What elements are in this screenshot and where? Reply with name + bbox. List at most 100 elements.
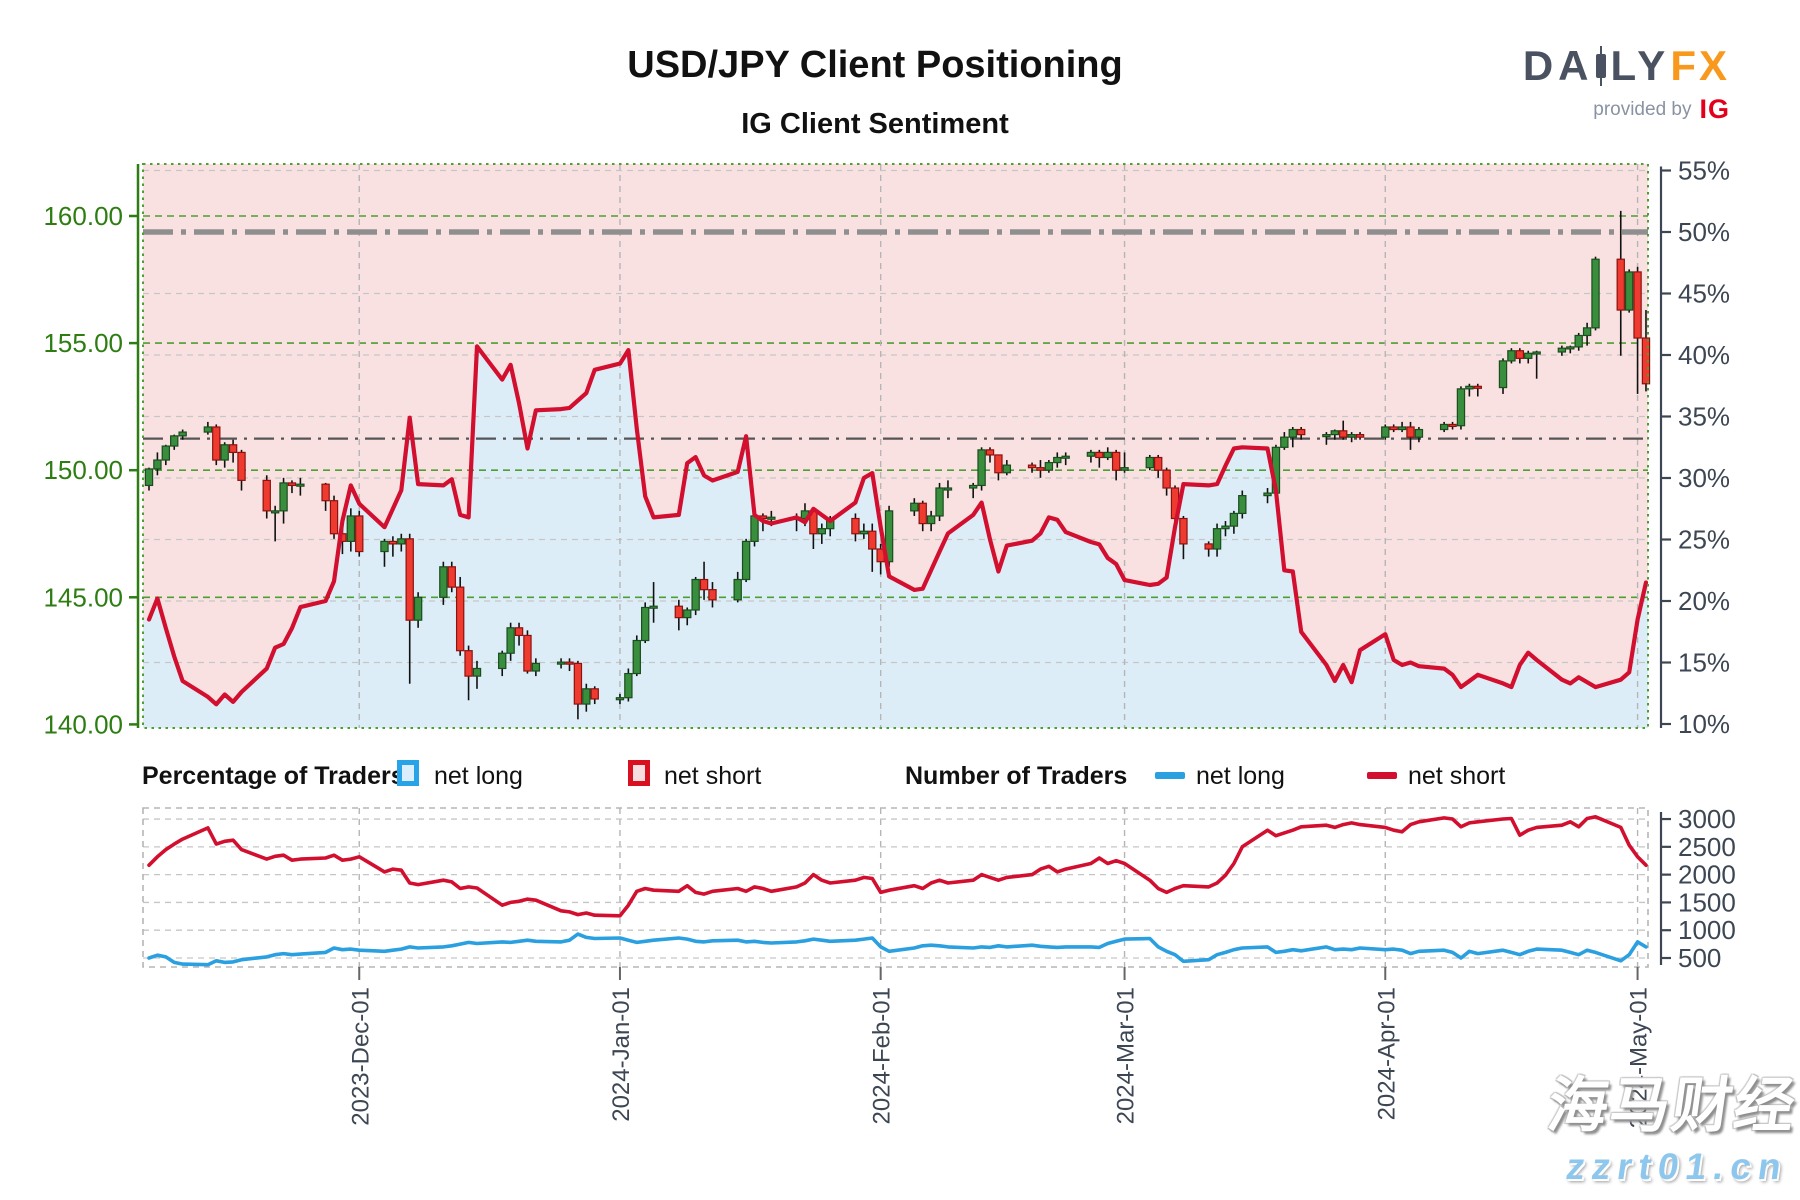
candle-body — [640, 606, 650, 642]
candle-body — [1103, 451, 1112, 459]
candle-body — [1439, 423, 1449, 431]
ig-logo: IG — [1699, 94, 1730, 124]
date-tick-label: 2024-Feb-01 — [869, 987, 896, 1124]
candle-body — [212, 426, 221, 461]
candle-body — [1355, 434, 1365, 438]
candle-body — [1582, 327, 1592, 337]
dailyfx-logo-wordmark: DA LY FX — [1523, 42, 1730, 90]
candle-body — [1061, 455, 1070, 459]
page-title: USD/JPY Client Positioning — [627, 44, 1123, 86]
logo-text-fx: FX — [1670, 42, 1730, 89]
candle-body — [1002, 464, 1012, 474]
candle-body — [472, 667, 482, 677]
candle-body — [1263, 492, 1272, 497]
candle-body — [523, 634, 532, 672]
candle-body — [1557, 347, 1567, 353]
candle-body — [1515, 350, 1525, 359]
candle-body — [498, 652, 507, 670]
date-tick-label: 2023-Dec-01 — [347, 987, 374, 1126]
candle-body — [1162, 469, 1171, 489]
candle-body — [1053, 456, 1062, 464]
candle-body — [884, 510, 894, 563]
candle-body — [918, 502, 927, 525]
candle-body — [1414, 428, 1424, 438]
percent-tick-label: 20% — [1678, 586, 1730, 616]
candle-body — [632, 639, 641, 675]
candle-body — [144, 468, 154, 487]
percent-tick-label: 10% — [1678, 709, 1730, 739]
candle-body — [691, 578, 700, 611]
candle-body — [228, 444, 238, 454]
legend-percentage-title: Percentage of Traders — [142, 762, 405, 790]
candle-body — [1095, 451, 1104, 459]
candle-body — [573, 662, 583, 705]
candle-body — [615, 697, 625, 701]
net-long-count-line — [147, 932, 1648, 967]
count-tick-label: 2500 — [1678, 832, 1736, 862]
price-tick-label: 145.00 — [43, 582, 123, 612]
percent-tick-label: 15% — [1678, 648, 1730, 678]
logo-candlestick-icon — [1595, 46, 1606, 86]
candle-body — [1044, 461, 1054, 471]
candle-body — [1111, 451, 1121, 471]
count-tick-label: 500 — [1678, 943, 1721, 973]
net-long-dash-icon — [1155, 772, 1185, 779]
watermark-chinese: 海马财经 — [1543, 1072, 1800, 1139]
candle-body — [1036, 467, 1045, 471]
candle-body — [1086, 451, 1096, 457]
candle-body — [624, 672, 633, 699]
date-tick-label: 2024-May-01 — [1626, 987, 1653, 1128]
candle-body — [1566, 346, 1575, 350]
candle-body — [237, 451, 246, 481]
candle-body — [1507, 350, 1516, 362]
candle-body — [270, 510, 280, 514]
candle-body — [1153, 456, 1163, 471]
candle-body — [1524, 352, 1533, 359]
net-short-pct-line — [146, 344, 1649, 707]
net-short-region — [143, 164, 1648, 705]
candle-body — [413, 596, 423, 621]
candle-body — [851, 517, 860, 535]
candle-body — [346, 515, 356, 542]
candle-body — [279, 482, 288, 512]
plot-border — [142, 163, 1649, 729]
candle-body — [985, 449, 995, 456]
candle-body — [439, 566, 448, 598]
candle-body — [514, 627, 524, 637]
candle-body — [1624, 271, 1634, 311]
candle-body — [750, 515, 759, 542]
candle-body — [178, 431, 187, 437]
percent-tick-label: 50% — [1678, 217, 1730, 247]
candle-body — [1591, 258, 1600, 329]
candle-body — [388, 540, 398, 545]
candle-body — [531, 662, 541, 672]
candle-body — [1397, 426, 1407, 431]
chart-legend: Percentage of Traders net long net short… — [0, 760, 1800, 800]
legend-net-short-pct: net short — [664, 762, 762, 790]
candle-body — [1280, 436, 1289, 448]
candle-body — [1347, 434, 1356, 438]
plot-border — [142, 807, 1649, 968]
candle-body — [287, 482, 297, 487]
logo-text-da: DA — [1522, 42, 1594, 89]
percent-tick-label: 45% — [1678, 279, 1730, 309]
candle-body — [506, 627, 515, 654]
candle-body — [296, 483, 305, 487]
candle-body — [329, 500, 339, 535]
candle-body — [733, 578, 742, 601]
candle-body — [1641, 337, 1651, 385]
legend-net-long-count: net long — [1196, 762, 1285, 790]
candle-body — [1456, 388, 1466, 427]
chart-title: IG Client Sentiment — [741, 108, 1009, 140]
watermark: 海马财经 zzrt01.cn — [1537, 1057, 1800, 1188]
candle-body — [1179, 517, 1188, 545]
candle-body — [926, 515, 936, 525]
candle-body — [455, 586, 465, 652]
net-long-box-icon — [397, 760, 419, 786]
date-tick-label: 2024-Apr-01 — [1373, 987, 1400, 1120]
candle-body — [1633, 271, 1642, 339]
candle-body — [994, 454, 1003, 474]
price-tick-label: 150.00 — [43, 455, 123, 485]
candle-body — [1616, 258, 1625, 311]
